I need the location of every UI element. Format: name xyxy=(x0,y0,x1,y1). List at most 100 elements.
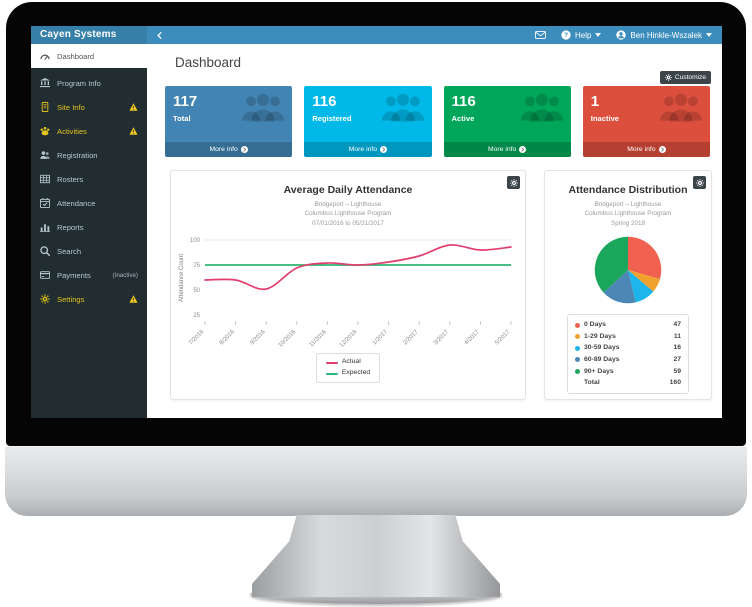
activities-icon xyxy=(40,126,51,137)
total-value: 160 xyxy=(669,379,681,387)
sidebar-item-attendance[interactable]: Attendance xyxy=(31,191,147,215)
svg-text:2/2017: 2/2017 xyxy=(402,329,420,347)
gear-icon xyxy=(665,74,672,81)
svg-text:9/2016: 9/2016 xyxy=(249,329,267,347)
monitor-stand-neck xyxy=(252,515,500,597)
legend-row: 1-29 Days 11 xyxy=(575,331,681,343)
line-chart: 100 75 50 25 7/2016 8/2016 9/2016 10/2016 11/201… xyxy=(179,238,512,349)
dashboard-icon xyxy=(40,51,51,62)
more-info-link[interactable]: More info xyxy=(443,142,571,157)
users-group-icon xyxy=(519,93,565,125)
legend-label: 60-89 Days xyxy=(584,355,620,363)
sidebar-item-activities[interactable]: Activities xyxy=(31,119,147,143)
help-label: Help xyxy=(574,30,592,40)
chart-title: Attendance Distribution xyxy=(568,184,688,196)
legend-label: 90+ Days xyxy=(584,367,614,375)
sidebar-item-rosters[interactable]: Rosters xyxy=(31,167,147,191)
stat-value: 116 xyxy=(312,93,337,110)
legend-swatch xyxy=(575,345,580,351)
site-icon xyxy=(40,102,51,113)
svg-text:12/2016: 12/2016 xyxy=(339,329,359,349)
svg-text:?: ? xyxy=(564,32,568,39)
legend-label: 30-59 Days xyxy=(584,344,620,352)
legend-value: 11 xyxy=(673,332,681,340)
app-screen: Cayen Systems ? Help Ben Hinkle-Wszalek xyxy=(31,26,722,418)
stat-cards: 117 Total More info 116 Registered xyxy=(147,84,722,157)
svg-text:25: 25 xyxy=(193,313,200,319)
panel-settings-button[interactable] xyxy=(693,176,706,189)
svg-text:3/2017: 3/2017 xyxy=(433,329,451,347)
arrow-circle-right-icon xyxy=(658,146,666,153)
legend-total-row: Total 160 xyxy=(575,377,681,389)
sidebar-item-label: Program Info xyxy=(57,78,101,88)
sidebar-item-registration[interactable]: Registration xyxy=(31,143,147,167)
table-icon xyxy=(40,174,51,185)
svg-text:100: 100 xyxy=(190,238,201,244)
caret-down-icon xyxy=(706,33,712,37)
sidebar-item-dashboard[interactable]: Dashboard xyxy=(31,44,147,68)
panel-settings-button[interactable] xyxy=(507,176,520,189)
warning-icon xyxy=(129,295,138,303)
sidebar-item-label: Rosters xyxy=(57,174,84,184)
stat-value: 117 xyxy=(173,93,198,110)
total-label: Total xyxy=(584,379,600,387)
sidebar-item-label: Settings xyxy=(57,294,85,304)
help-menu[interactable]: ? Help xyxy=(561,30,602,40)
stat-card-inactive: 1 Inactive More info xyxy=(582,86,710,157)
svg-text:Attendance Count: Attendance Count xyxy=(179,254,185,302)
messages-button[interactable] xyxy=(535,31,546,39)
card-icon xyxy=(40,270,51,281)
more-info-link[interactable]: More info xyxy=(582,142,710,157)
sidebar-nav: Dashboard Program Info Site Info xyxy=(31,44,147,418)
legend-label: Actual xyxy=(341,358,361,366)
gear-icon xyxy=(509,178,518,187)
sidebar-item-settings[interactable]: Settings xyxy=(31,287,147,311)
arrow-circle-right-icon xyxy=(240,146,248,153)
stat-label: Active xyxy=(451,114,475,123)
bank-icon xyxy=(40,78,51,89)
pie-chart xyxy=(594,237,662,304)
more-info-link[interactable]: More info xyxy=(165,142,293,157)
navbar-bar: ? Help Ben Hinkle-Wszalek xyxy=(147,26,722,44)
sidebar-item-program-info[interactable]: Program Info xyxy=(31,71,147,95)
chart-icon xyxy=(40,222,51,233)
top-navbar: Cayen Systems ? Help Ben Hinkle-Wszalek xyxy=(31,26,722,44)
line-chart-legend: Actual Expected xyxy=(315,353,381,384)
brand-logo[interactable]: Cayen Systems xyxy=(31,26,147,44)
sidebar-item-reports[interactable]: Reports xyxy=(31,215,147,239)
legend-swatch xyxy=(325,361,338,364)
stat-label: Registered xyxy=(312,114,352,123)
users-group-icon xyxy=(658,93,704,125)
gear-icon xyxy=(695,178,704,187)
user-icon xyxy=(616,30,627,40)
sidebar-item-label: Activities xyxy=(57,126,87,136)
more-info-link[interactable]: More info xyxy=(304,142,432,157)
caret-down-icon xyxy=(595,33,602,37)
sidebar-item-label: Registration xyxy=(57,150,98,160)
svg-text:4/2017: 4/2017 xyxy=(464,329,482,347)
svg-text:5/2017: 5/2017 xyxy=(494,329,512,347)
legend-row: 0 Days 47 xyxy=(575,319,681,331)
stat-label: Total xyxy=(173,114,191,123)
stat-label: Inactive xyxy=(590,114,620,123)
customize-button[interactable]: Customize xyxy=(659,71,711,84)
calendar-icon xyxy=(40,198,51,209)
stat-value: 116 xyxy=(451,93,476,110)
monitor-chin xyxy=(5,446,747,516)
user-menu[interactable]: Ben Hinkle-Wszalek xyxy=(616,30,712,40)
sidebar-item-search[interactable]: Search xyxy=(31,239,147,263)
customize-row: Customize xyxy=(147,71,722,84)
warning-icon xyxy=(129,127,138,135)
legend-row: Actual xyxy=(325,357,370,368)
navbar-right: ? Help Ben Hinkle-Wszalek xyxy=(535,30,722,40)
legend-spacer xyxy=(575,380,580,385)
legend-swatch xyxy=(575,322,580,328)
legend-label: 0 Days xyxy=(584,321,606,329)
sidebar-collapse-button[interactable] xyxy=(147,31,172,39)
stat-value: 1 xyxy=(590,93,600,110)
sidebar-item-site-info[interactable]: Site Info xyxy=(31,95,147,119)
sidebar-item-payments[interactable]: Payments (Inactive) xyxy=(31,263,147,287)
chart-subtitle: Bridgeport – Lighthouse Columbus Lightho… xyxy=(584,201,672,227)
svg-text:11/2016: 11/2016 xyxy=(309,329,329,349)
legend-swatch xyxy=(575,334,580,340)
